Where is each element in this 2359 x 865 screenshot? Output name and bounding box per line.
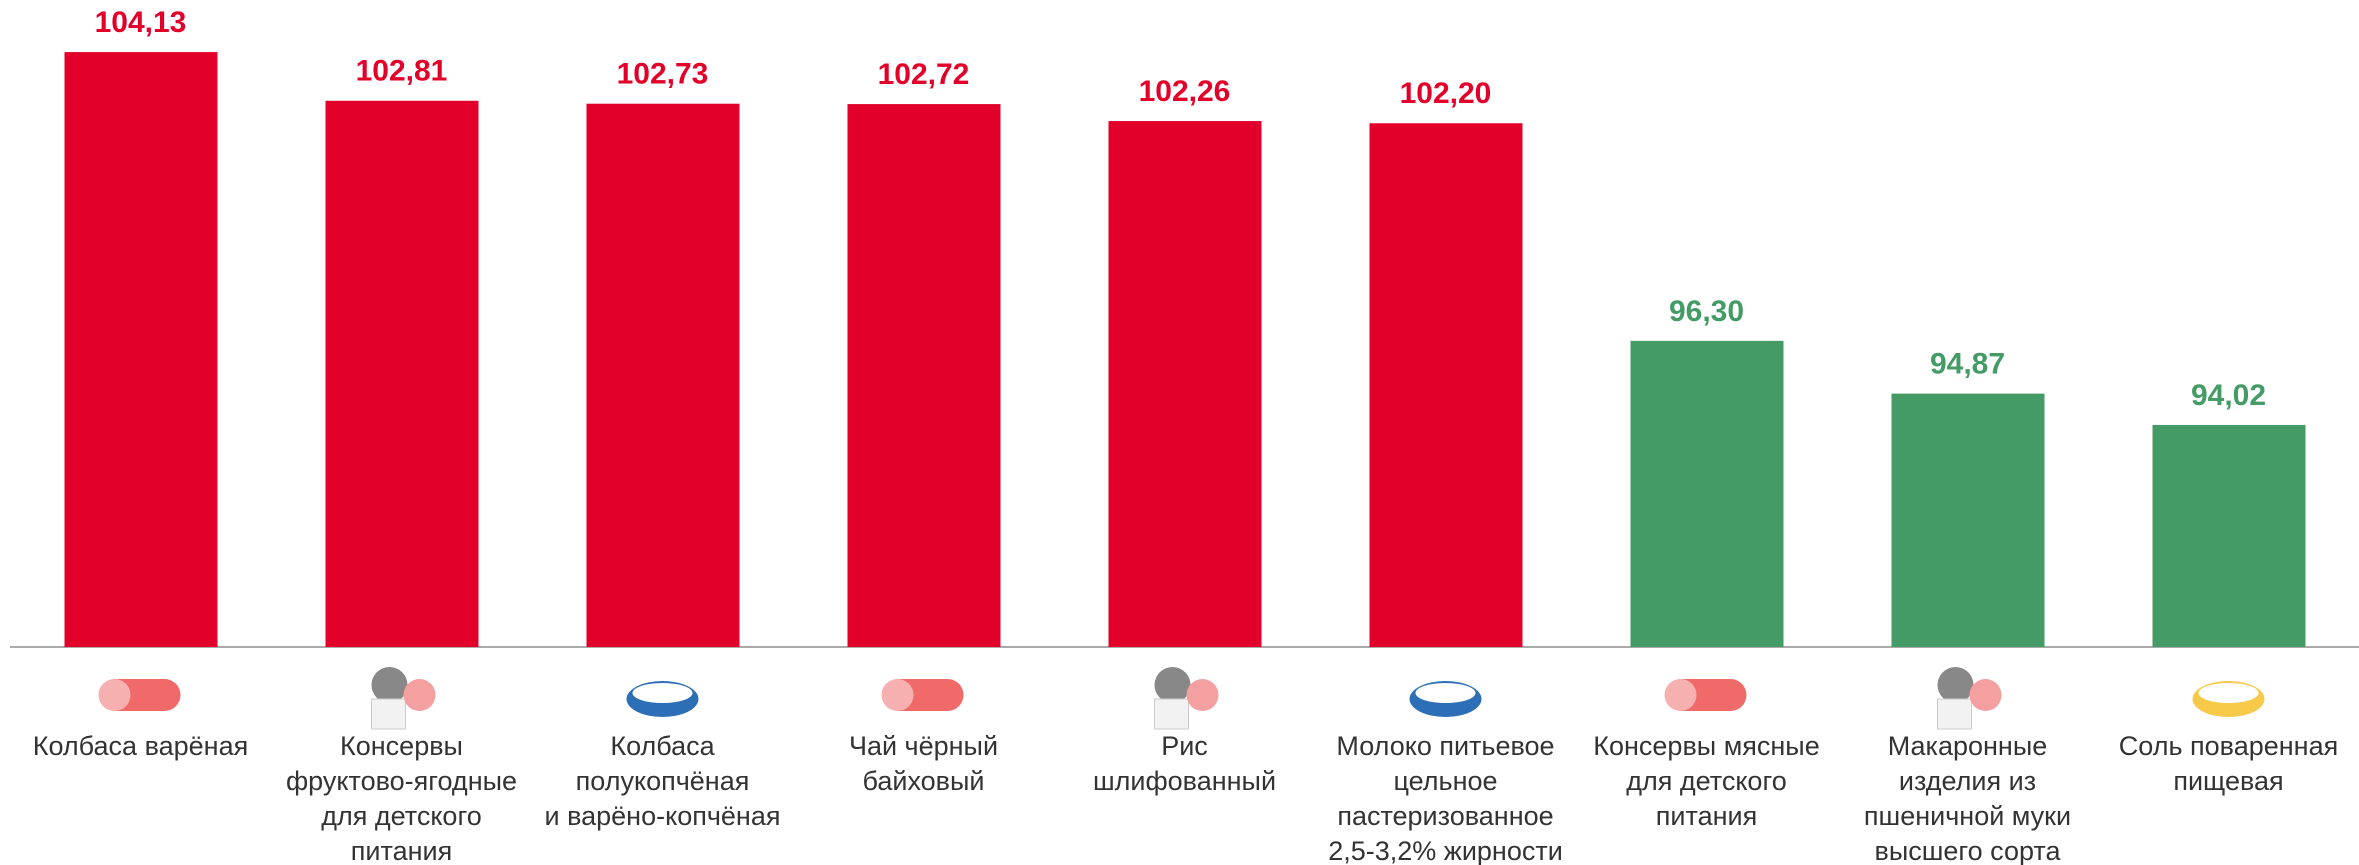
category-label: Молоко питьевое цельное пастеризованное 2,5… — [1328, 731, 1563, 865]
icon-shape — [2198, 683, 2259, 703]
category-label: Макаронные изделия из пшеничной муки высшег… — [1864, 731, 2071, 865]
icon — [881, 679, 964, 711]
bar — [325, 100, 479, 648]
value-label: 94,02 — [2191, 379, 2266, 412]
icon — [371, 667, 436, 730]
bar — [586, 103, 740, 647]
icon-shape — [1937, 698, 1972, 730]
icon-shape — [1969, 679, 2002, 711]
value-label: 102,81 — [356, 55, 448, 88]
bar — [1369, 123, 1523, 648]
icon — [1154, 667, 1219, 730]
value-label: 94,87 — [1930, 348, 2005, 381]
icon-shape — [371, 698, 406, 730]
bar — [64, 52, 218, 647]
value-label: 102,73 — [617, 58, 709, 91]
icon-shape — [98, 679, 131, 711]
icon-shape — [632, 683, 693, 703]
icon-shape — [1154, 698, 1189, 730]
category-label: Соль поваренная пищевая — [2119, 731, 2338, 796]
category-label: Колбаса варёная — [33, 731, 248, 761]
category-label: Консервы мясные для детского питания — [1593, 731, 1819, 831]
value-label: 104,13 — [95, 6, 187, 39]
icon — [1409, 681, 1482, 717]
bar — [1891, 393, 2045, 647]
category-label: Консервы фруктово-ягодные для детского пита… — [286, 731, 517, 865]
icon — [626, 681, 699, 717]
bar — [847, 104, 1001, 647]
icon-shape — [403, 679, 436, 711]
icon-shape — [1937, 667, 1974, 703]
icon-shape — [1664, 679, 1697, 711]
category-label: Чай чёрный байховый — [849, 731, 998, 796]
icon — [1937, 667, 2002, 730]
icon-shape — [1186, 679, 1219, 711]
icon-shape — [371, 667, 408, 703]
value-label: 102,72 — [878, 58, 970, 91]
value-label: 102,26 — [1139, 75, 1231, 108]
bar — [2152, 424, 2306, 647]
icon — [1664, 679, 1747, 711]
icon-shape — [1415, 683, 1476, 703]
category-label: Колбаса полукопчёная и варёно-копчёная — [545, 731, 781, 831]
category-label: Рис шлифованный — [1093, 731, 1276, 796]
value-label: 102,20 — [1400, 77, 1492, 110]
bar — [1108, 121, 1262, 648]
icon-shape — [1154, 667, 1191, 703]
icon — [2192, 681, 2265, 717]
icon — [98, 679, 181, 711]
icon-shape — [881, 679, 914, 711]
value-label: 96,30 — [1669, 295, 1744, 328]
bar — [1630, 340, 1784, 647]
